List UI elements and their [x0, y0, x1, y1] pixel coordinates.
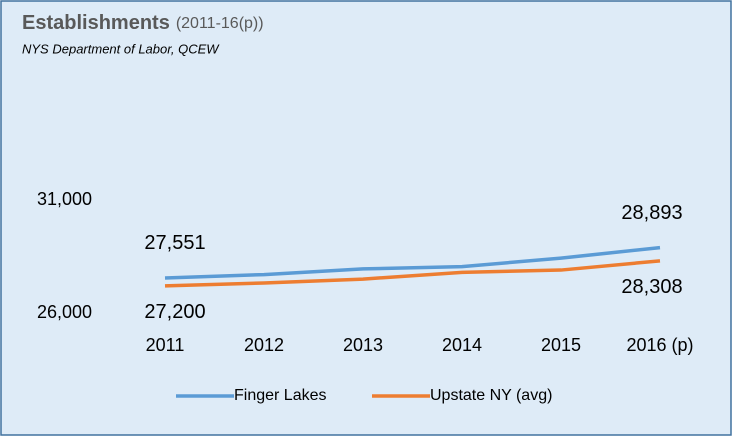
data-label: 28,308: [621, 276, 682, 298]
chart-title: Establishments: [22, 12, 170, 34]
x-tick-label: 2015: [541, 335, 581, 355]
chart-subtitle: NYS Department of Labor, QCEW: [22, 41, 220, 56]
data-label: 27,551: [144, 232, 205, 254]
chart-title-note: (2011-16(p)): [176, 15, 264, 32]
series-line: [164, 259, 661, 288]
chart-title-group: Establishments (2011-16(p)): [22, 12, 264, 34]
legend-label: Upstate NY (avg): [430, 387, 552, 404]
y-tick-label: 26,000: [37, 302, 92, 322]
series-line: [164, 245, 661, 280]
x-tick-label: 2011: [146, 335, 185, 355]
legend-label: Finger Lakes: [234, 387, 327, 404]
data-label: 28,893: [621, 202, 682, 224]
x-tick-label: 2014: [442, 335, 482, 355]
y-tick-label: 31,000: [37, 189, 92, 209]
x-tick-label: 2013: [343, 335, 383, 355]
x-tick-label: 2016 (p): [626, 335, 693, 355]
data-label: 27,200: [144, 301, 205, 323]
x-tick-label: 2012: [244, 335, 284, 355]
